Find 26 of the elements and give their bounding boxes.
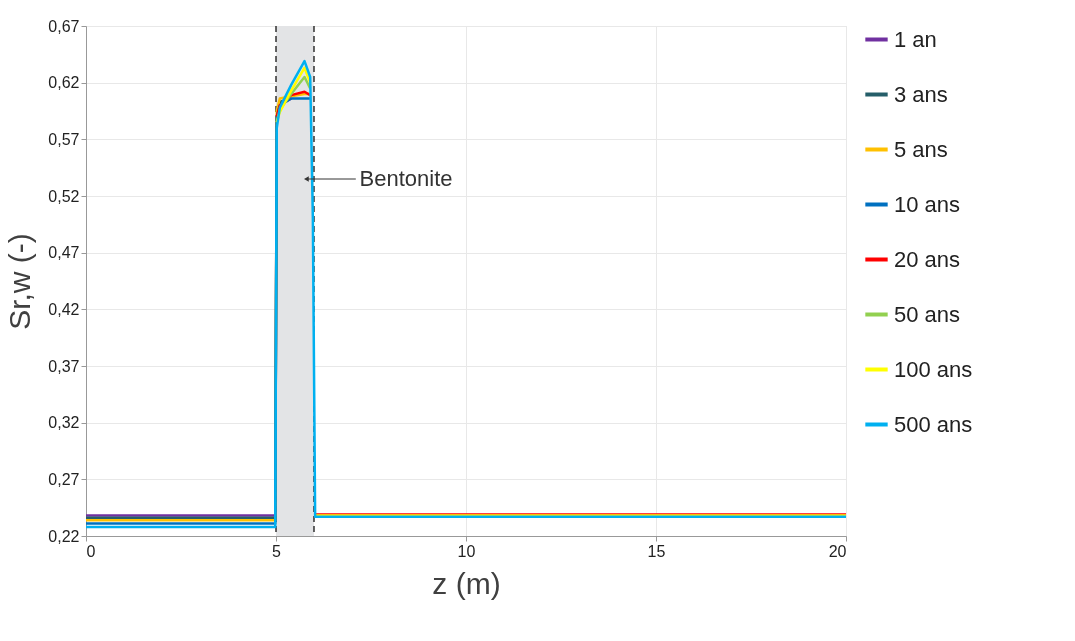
y-tick-label: 0,27	[48, 470, 80, 488]
legend-label: 1 an	[894, 26, 937, 52]
y-axis-title: Sr,w (-)	[3, 233, 37, 330]
y-tick-label: 0,62	[48, 74, 80, 92]
x-tick-label: 10	[457, 542, 476, 560]
x-tick-label: 20	[828, 542, 847, 560]
y-tick-label: 0,67	[48, 17, 80, 35]
x-axis-title: z (m)	[432, 566, 501, 600]
y-tick-label: 0,52	[48, 187, 80, 205]
annotation: Bentonite	[359, 166, 453, 191]
x-tick-label: 0	[86, 542, 96, 560]
y-tick-label: 0,57	[48, 130, 80, 148]
legend-label: 50 ans	[894, 301, 961, 327]
legend-label: 20 ans	[894, 246, 961, 272]
y-tick-label: 0,47	[48, 244, 80, 262]
y-tick-label: 0,42	[48, 300, 80, 318]
legend-label: 10 ans	[894, 191, 961, 217]
legend-label: 5 ans	[894, 136, 948, 162]
legend-label: 500 ans	[894, 411, 973, 437]
x-tick-label: 5	[272, 542, 282, 560]
legend-label: 3 ans	[894, 81, 948, 107]
x-tick-label: 15	[647, 542, 666, 560]
y-tick-label: 0,32	[48, 414, 80, 432]
y-tick-label: 0,22	[48, 527, 80, 545]
legend-label: 100 ans	[894, 356, 973, 382]
y-tick-label: 0,37	[48, 357, 80, 375]
